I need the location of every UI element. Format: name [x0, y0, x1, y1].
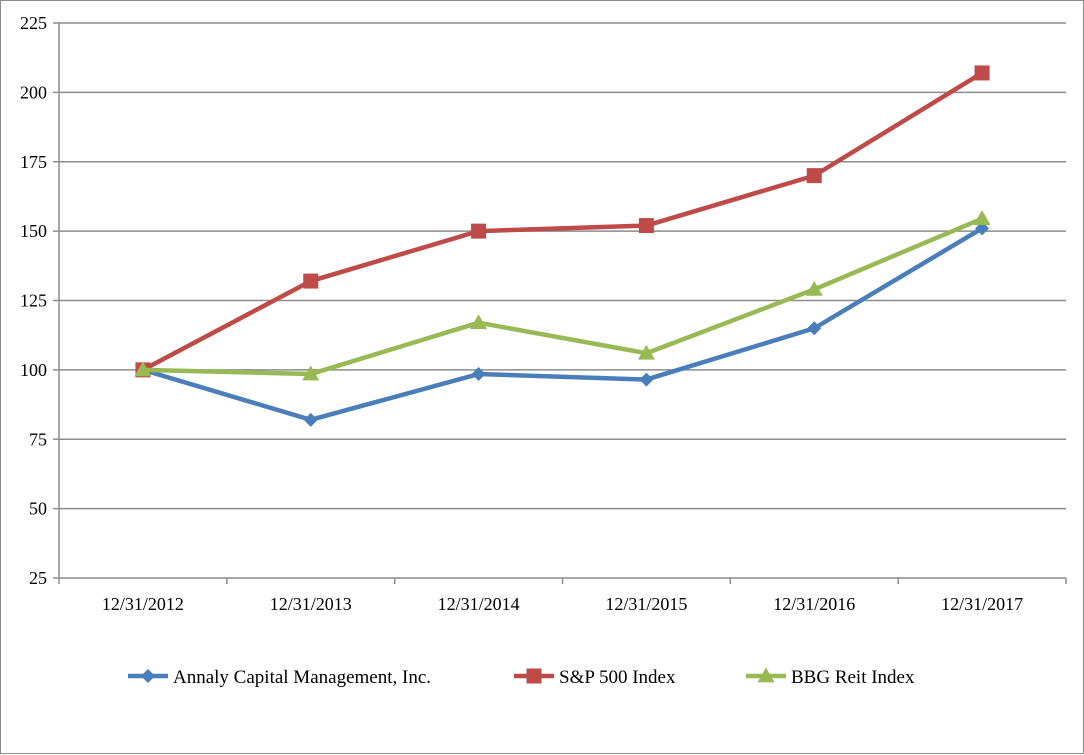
data-point — [637, 344, 655, 360]
y-tick-label: 150 — [20, 221, 47, 241]
y-axis-tick-labels: 25 50 75 100 125 150 175 200 225 — [20, 13, 47, 588]
data-point — [303, 273, 319, 289]
x-axis-tick-labels: 12/31/2012 12/31/2013 12/31/2014 12/31/2015… — [102, 594, 1023, 614]
y-tick-label: 50 — [29, 499, 47, 519]
series-line — [140, 216, 985, 377]
y-tick-label: 200 — [20, 82, 47, 102]
series-line — [140, 226, 985, 423]
data-point — [974, 65, 990, 81]
legend-label: S&P 500 Index — [559, 667, 676, 688]
series-1 — [135, 221, 990, 427]
legend-marker — [757, 667, 775, 683]
legend-marker — [141, 669, 155, 683]
data-point — [805, 280, 823, 296]
x-tick-label: 12/31/2017 — [941, 594, 1023, 614]
data-point — [134, 361, 152, 377]
data-point — [302, 365, 320, 381]
data-point — [807, 321, 822, 336]
legend-marker — [526, 668, 542, 684]
x-tick-label: 12/31/2012 — [102, 594, 184, 614]
data-point — [973, 210, 991, 226]
y-tick-label: 125 — [20, 291, 47, 311]
data-point — [639, 372, 654, 387]
data-point — [470, 314, 488, 330]
legend: Annaly Capital Management, Inc. S&P 500 I… — [128, 667, 915, 688]
x-tick-label: 12/31/2016 — [773, 594, 855, 614]
legend-label: BBG Reit Index — [791, 667, 915, 688]
data-point — [471, 223, 487, 239]
series-2 — [135, 65, 990, 378]
data-point — [471, 367, 486, 382]
series-lines — [134, 65, 991, 427]
legend-entry: S&P 500 Index — [514, 667, 676, 688]
data-point — [638, 218, 654, 234]
x-tick-label: 12/31/2014 — [438, 594, 520, 614]
series-3 — [134, 210, 991, 381]
legend-entry: BBG Reit Index — [746, 667, 915, 688]
y-tick-label: 25 — [29, 568, 47, 588]
y-tick-label: 175 — [20, 152, 47, 172]
axes — [53, 22, 1067, 584]
y-tick-label: 100 — [20, 360, 47, 380]
y-tick-label: 225 — [20, 13, 47, 33]
x-tick-label: 12/31/2013 — [270, 594, 352, 614]
data-point — [303, 412, 318, 427]
legend-label: Annaly Capital Management, Inc. — [173, 667, 431, 688]
series-line — [140, 70, 985, 373]
y-tick-label: 75 — [29, 429, 47, 449]
data-point — [806, 168, 822, 184]
legend-entry: Annaly Capital Management, Inc. — [128, 667, 431, 688]
x-tick-label: 12/31/2015 — [605, 594, 687, 614]
